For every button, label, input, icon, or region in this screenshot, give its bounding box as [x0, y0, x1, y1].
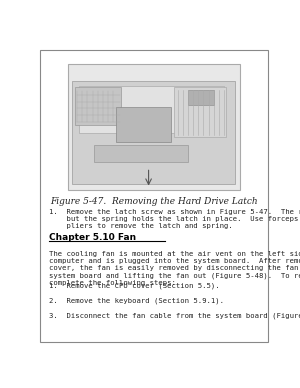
- Bar: [116, 107, 171, 142]
- Text: 1.  Remove the latch screw as shown in Figure 5-47.  The release drops out
    b: 1. Remove the latch screw as shown in Fi…: [49, 210, 300, 229]
- Bar: [94, 145, 188, 162]
- Bar: [72, 81, 235, 184]
- Text: 2.  Remove the keyboard (Section 5.9.1).: 2. Remove the keyboard (Section 5.9.1).: [49, 298, 224, 304]
- Text: Chapter 5.10 Fan: Chapter 5.10 Fan: [49, 233, 136, 242]
- Bar: [174, 87, 226, 137]
- Text: Figure 5-47.  Removing the Hard Drive Latch: Figure 5-47. Removing the Hard Drive Lat…: [50, 197, 258, 206]
- Bar: [68, 64, 240, 190]
- Text: The cooling fan is mounted at the air vent on the left side of the
computer and : The cooling fan is mounted at the air ve…: [49, 251, 300, 286]
- Text: 1.  Remove the CPU cover (Section 5.5).: 1. Remove the CPU cover (Section 5.5).: [49, 282, 220, 289]
- Text: 3.  Disconnect the fan cable from the system board (Figure 5-48).: 3. Disconnect the fan cable from the sys…: [49, 312, 300, 319]
- Bar: [188, 90, 214, 105]
- Bar: [79, 86, 224, 133]
- Bar: [75, 87, 121, 125]
